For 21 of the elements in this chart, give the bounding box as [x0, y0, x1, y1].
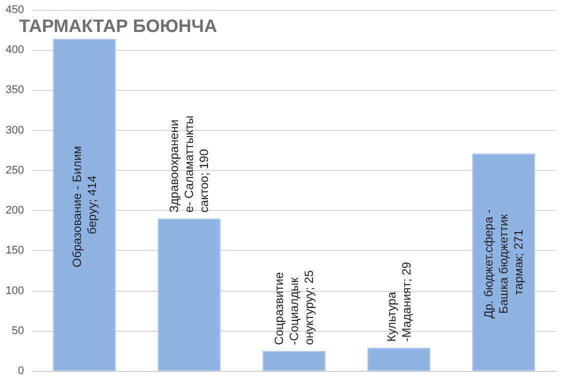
- y-tick-label: 0: [18, 365, 24, 377]
- y-tick-label: 200: [6, 204, 24, 217]
- data-label: Здравоохранение- Саламаттыкты сактоо; 190: [167, 112, 212, 213]
- y-tick-label: 50: [12, 324, 24, 337]
- data-label: Образование - Билим беруу; 414: [70, 142, 99, 268]
- data-label: Культура -Маданият; 29: [384, 262, 414, 342]
- y-tick-label: 400: [6, 44, 24, 56]
- y-tick-label: 250: [6, 164, 24, 176]
- y-tick-label: 300: [6, 124, 24, 136]
- chart-title: ТАРМАКТАР БОЮНЧА: [19, 16, 218, 36]
- bar: [472, 154, 536, 371]
- data-label: Соцразвитие -Социалдык онуктуруу; 25: [272, 268, 316, 345]
- y-tick-label: 150: [6, 244, 24, 257]
- y-tick-label: 450: [6, 4, 24, 16]
- data-label: Др. бюджет.сфера - Башка бюджеттик тармак; 271: [482, 206, 526, 319]
- y-tick-label: 100: [6, 284, 24, 297]
- bar: [52, 38, 116, 371]
- bar: [262, 350, 326, 371]
- bar: [158, 218, 221, 371]
- bar: [367, 348, 430, 371]
- y-tick-label: 350: [6, 84, 24, 96]
